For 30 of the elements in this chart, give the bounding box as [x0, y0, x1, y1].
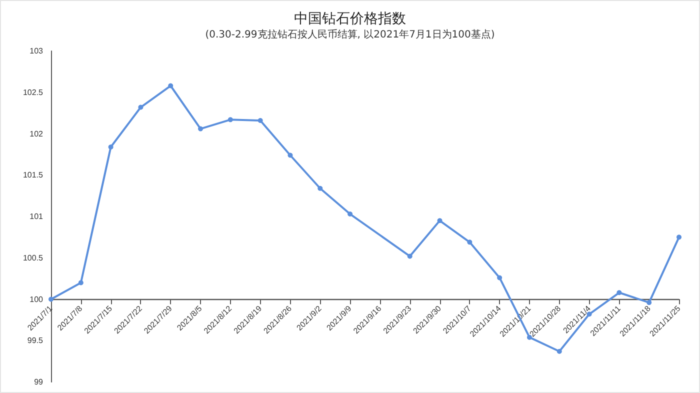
point [676, 234, 682, 240]
point [497, 275, 502, 280]
chart-title: 中国钻石价格指数 [294, 11, 406, 27]
y-tick-label: 99.5 [27, 336, 44, 346]
point [48, 296, 54, 302]
point [198, 126, 204, 132]
point [467, 240, 472, 245]
point [78, 280, 84, 286]
point [168, 83, 174, 88]
point [646, 300, 652, 306]
chart-subtitle: (0.30-2.99克拉钻石按人民币结算, 以2021年7月1日为100基点) [205, 28, 495, 40]
point [288, 152, 293, 158]
y-tick-label: 99 [34, 378, 44, 386]
point [108, 144, 114, 150]
y-tick-label: 103 [30, 46, 44, 56]
point [616, 290, 622, 296]
point [258, 118, 263, 124]
point [228, 117, 233, 122]
point [407, 254, 412, 259]
point [556, 348, 562, 354]
y-tick-label: 102.5 [22, 88, 44, 97]
y-tick-label: 101.5 [22, 170, 44, 180]
point [318, 186, 323, 191]
point [348, 212, 353, 217]
point [437, 218, 442, 224]
y-tick-label: 100.5 [22, 253, 44, 262]
y-tick-label: 100 [30, 294, 44, 304]
point [138, 104, 144, 110]
y-tick-label: 101 [30, 212, 44, 221]
y-tick-label: 102 [30, 129, 44, 138]
